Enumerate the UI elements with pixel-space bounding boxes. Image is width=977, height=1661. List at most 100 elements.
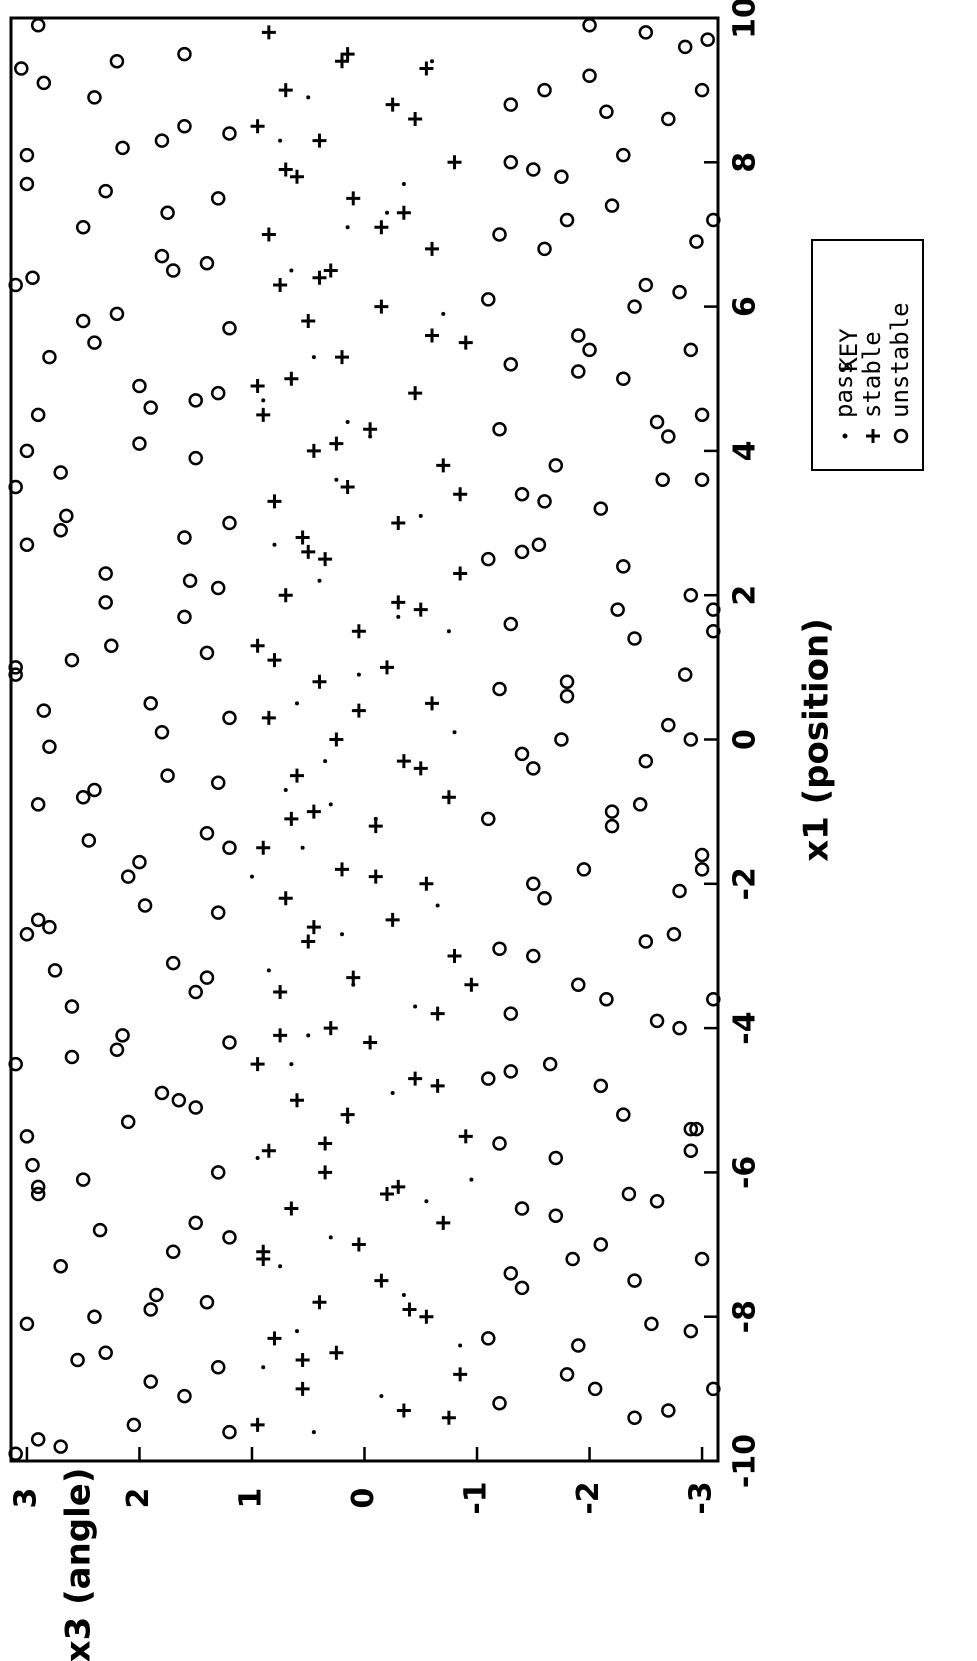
unstable-point — [492, 1136, 507, 1151]
unstable-point — [481, 1071, 496, 1086]
unstable-point — [165, 955, 181, 971]
pass-point — [261, 398, 266, 403]
stable-point — [380, 1187, 395, 1202]
unstable-point — [683, 342, 699, 358]
stable-point — [318, 552, 333, 567]
stable-point — [329, 1345, 344, 1360]
stable-point — [351, 703, 366, 718]
unstable-point — [70, 1352, 85, 1368]
legend: KEY pass stable unstable — [811, 239, 924, 471]
pass-point — [311, 1430, 316, 1435]
stable-point — [323, 263, 338, 278]
unstable-point — [576, 862, 592, 877]
unstable-point — [210, 385, 226, 401]
unstable-point — [661, 429, 676, 444]
unstable-point — [36, 703, 52, 718]
stable-point — [267, 1331, 282, 1346]
unstable-point — [706, 991, 721, 1007]
legend-unstable-marker — [893, 428, 909, 444]
unstable-point — [627, 1273, 642, 1288]
stable-point — [447, 948, 462, 963]
unstable-point — [177, 46, 192, 62]
pass-point — [255, 1155, 260, 1160]
unstable-point — [492, 1396, 507, 1411]
unstable-point — [177, 118, 192, 134]
unstable-point — [160, 768, 175, 783]
stable-point — [278, 162, 293, 177]
unstable-point — [8, 667, 23, 682]
stable-point — [441, 790, 456, 805]
y-axis-label: x3 (angle) — [59, 1468, 99, 1661]
unstable-point — [75, 1172, 91, 1187]
unstable-point — [30, 912, 46, 928]
stable-point — [256, 840, 271, 855]
legend-pass-marker — [842, 433, 848, 439]
unstable-point — [638, 277, 654, 293]
unstable-point — [604, 818, 620, 834]
x-tick-label-group: 10 — [728, 0, 763, 39]
stable-point — [267, 653, 282, 668]
x-tick-label-group: -8 — [728, 1300, 763, 1333]
unstable-point — [582, 342, 597, 358]
x-tick-label: 0 — [728, 729, 763, 750]
x-tick-label: -10 — [728, 1434, 763, 1488]
stable-point — [334, 350, 349, 365]
unstable-point — [503, 97, 519, 112]
unstable-point — [25, 270, 40, 285]
unstable-point — [222, 320, 237, 336]
unstable-point — [64, 652, 80, 668]
x-tick-label-group: -4 — [728, 1011, 763, 1044]
unstable-point — [199, 970, 215, 985]
y-tick-label: -3 — [684, 1481, 719, 1514]
x-tick-label: 4 — [728, 440, 763, 461]
y-tick-label: -1 — [459, 1481, 494, 1514]
stable-point — [408, 112, 423, 127]
unstable-point — [531, 537, 547, 552]
unstable-point — [694, 1251, 710, 1267]
stable-point — [334, 54, 349, 69]
unstable-point — [610, 602, 625, 617]
stable-point — [436, 1215, 451, 1230]
pass-point — [469, 1177, 474, 1182]
stable-point — [374, 220, 389, 235]
unstable-point — [503, 155, 519, 170]
stable-point — [385, 97, 400, 112]
stable-point — [289, 169, 304, 184]
x-tick-label: -8 — [728, 1300, 763, 1333]
unstable-point — [694, 472, 710, 488]
unstable-point — [30, 17, 46, 33]
y-tick-label-group: -2 — [571, 1481, 606, 1514]
unstable-point — [672, 284, 687, 300]
stable-point — [340, 1107, 355, 1122]
unstable-point — [222, 1230, 237, 1245]
y-tick-label-group: -1 — [459, 1481, 494, 1514]
unstable-point — [683, 1323, 699, 1339]
unstable-point — [126, 1417, 142, 1433]
unstable-point — [706, 602, 721, 617]
unstable-point — [42, 739, 57, 754]
stable-point — [250, 1057, 265, 1072]
unstable-point — [616, 371, 631, 386]
unstable-point — [222, 840, 237, 855]
stable-point — [295, 530, 310, 545]
legend-pass-label: pass — [830, 360, 858, 418]
x-tick-label-group: 0 — [728, 729, 763, 750]
pass-point — [300, 845, 305, 850]
stable-point — [273, 985, 288, 1000]
pass-point — [345, 420, 350, 425]
unstable-point — [87, 335, 102, 350]
unstable-point — [19, 537, 35, 552]
pass-point — [266, 968, 271, 973]
pass-point — [390, 1091, 395, 1096]
unstable-point — [188, 984, 203, 1000]
pass-point — [401, 1293, 406, 1298]
unstable-point — [481, 551, 496, 567]
unstable-point — [132, 378, 147, 394]
unstable-point — [593, 501, 609, 516]
stable-point — [250, 1417, 265, 1432]
stable-point — [301, 544, 316, 559]
stable-point — [430, 1078, 445, 1093]
pass-point — [261, 1365, 266, 1370]
y-tick-label: 1 — [233, 1488, 268, 1509]
unstable-point — [683, 1143, 699, 1159]
